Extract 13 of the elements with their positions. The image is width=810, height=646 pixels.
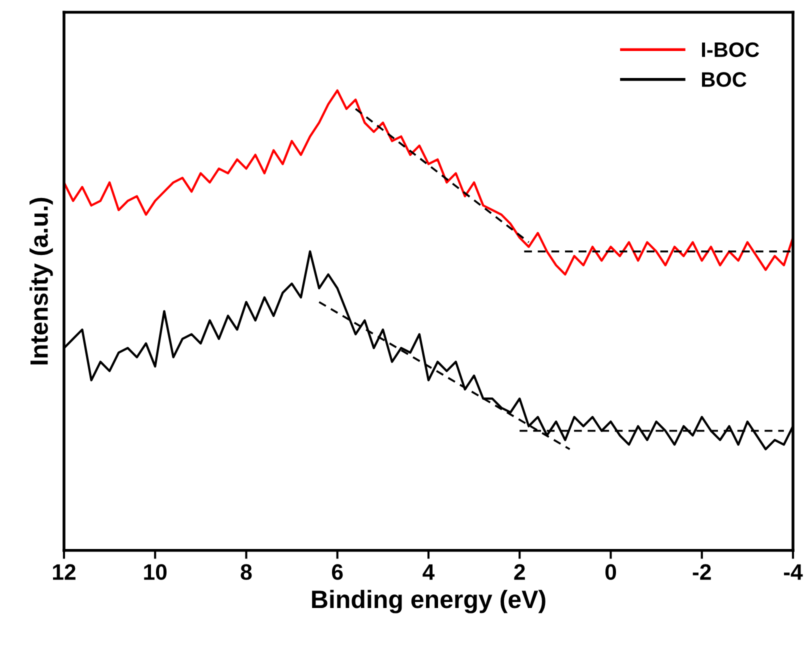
- x-tick-label: 6: [332, 564, 343, 580]
- x-tick-label: 0: [605, 564, 616, 580]
- x-tick-label: 10: [144, 564, 167, 580]
- x-tick-label: -2: [692, 564, 711, 580]
- x-tick-label: 8: [240, 564, 252, 580]
- x-tick-label: 4: [422, 564, 435, 580]
- x-tick-label: 12: [53, 564, 76, 580]
- x-tick-label: 2: [514, 564, 525, 580]
- x-tick-label: -4: [784, 564, 803, 580]
- legend-label: BOC: [702, 72, 746, 87]
- y-axis-title: Intensity (a.u.): [30, 198, 53, 364]
- x-axis-title: Binding energy (eV): [312, 590, 546, 614]
- legend-label: I-BOC: [702, 42, 760, 58]
